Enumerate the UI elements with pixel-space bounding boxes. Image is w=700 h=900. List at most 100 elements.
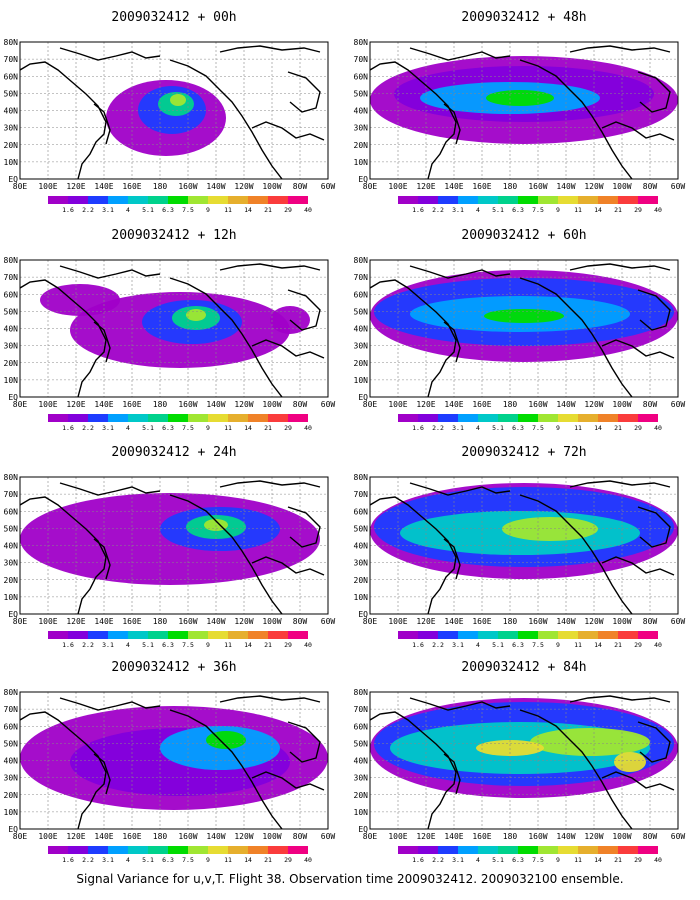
lat-label: EQ — [358, 393, 368, 402]
variance-field — [370, 56, 678, 144]
colorbar-swatch — [538, 196, 558, 204]
contour-region — [484, 309, 564, 323]
coastline — [443, 538, 461, 580]
coastlines — [20, 480, 325, 614]
colorbar-swatch — [578, 196, 598, 204]
colorbar-swatch — [618, 631, 638, 639]
colorbar-swatch — [88, 414, 108, 422]
lat-label: 60N — [354, 290, 369, 299]
colorbar-swatch — [418, 846, 438, 854]
colorbar-swatch — [248, 196, 268, 204]
colorbar-label: 9 — [206, 641, 210, 649]
lon-label: 120W — [234, 832, 253, 841]
colorbar-swatch — [148, 846, 168, 854]
colorbar-swatch — [248, 414, 268, 422]
lat-label: 40N — [4, 107, 19, 116]
colorbar-swatch — [558, 414, 578, 422]
coastline — [519, 59, 633, 179]
colorbar-swatch — [478, 846, 498, 854]
colorbar-swatch — [598, 196, 618, 204]
lon-label: 140E — [94, 182, 113, 191]
lon-label: 140E — [444, 182, 463, 191]
coastlines — [20, 263, 325, 397]
colorbar-label: 5.1 — [492, 641, 504, 649]
lat-label: 30N — [354, 774, 369, 783]
coastline — [93, 538, 111, 580]
lat-label: 20N — [4, 141, 19, 150]
colorbar-swatch — [88, 846, 108, 854]
colorbar-swatch — [558, 196, 578, 204]
lat-label: 80N — [4, 688, 19, 697]
lat-label: 50N — [4, 307, 19, 316]
coastline — [219, 263, 321, 271]
variance-field — [20, 493, 320, 585]
colorbar-swatch — [538, 631, 558, 639]
colorbar-swatch — [48, 414, 68, 422]
lat-label: 30N — [354, 559, 369, 568]
lon-label: 100W — [612, 617, 631, 626]
contour-region — [530, 728, 650, 756]
colorbar-label: 5.1 — [142, 424, 154, 432]
lat-label: 70N — [354, 705, 369, 714]
colorbar-swatch — [618, 846, 638, 854]
lon-label: 80W — [643, 182, 658, 191]
colorbar-label: 11 — [224, 424, 232, 432]
lon-label: 100E — [38, 617, 57, 626]
lon-label: 60W — [671, 617, 686, 626]
colorbar-label: 29 — [634, 856, 642, 864]
lon-label: 60W — [671, 182, 686, 191]
lat-label: 80N — [4, 38, 19, 47]
lon-label: 160W — [528, 400, 547, 409]
coastline — [287, 289, 321, 331]
colorbar-label: 29 — [634, 424, 642, 432]
coastline — [409, 47, 511, 61]
panel-title: 2009032412 + 24h — [111, 445, 236, 460]
coastline — [601, 771, 675, 791]
colorbar-label: 5.1 — [492, 206, 504, 214]
colorbar: 1.6 2.2 3.1 4 5.1 6.3 7.5 9 11 14 21 29 40 — [48, 196, 312, 214]
colorbar-swatch — [208, 846, 228, 854]
coastline — [370, 496, 457, 614]
lon-label: 80E — [13, 832, 28, 841]
colorbar-label: 6.3 — [512, 424, 524, 432]
colorbar-label: 1.6 — [412, 424, 424, 432]
coastline — [637, 71, 671, 113]
lat-label: 30N — [4, 124, 19, 133]
lon-label: 160E — [122, 832, 141, 841]
colorbar-swatch — [538, 414, 558, 422]
coastline — [219, 480, 321, 488]
colorbar-swatch — [268, 846, 288, 854]
colorbar-label: 2.2 — [432, 856, 444, 864]
colorbar-swatch — [188, 631, 208, 639]
colorbar-label: 40 — [304, 424, 312, 432]
coastline — [443, 103, 461, 145]
lon-label: 160W — [178, 182, 197, 191]
colorbar-swatch — [418, 196, 438, 204]
coastline — [169, 494, 283, 614]
lat-label: 40N — [4, 325, 19, 334]
coastline — [601, 556, 675, 576]
lon-label: 60W — [671, 400, 686, 409]
lat-label: EQ — [8, 175, 18, 184]
colorbar-label: 2.2 — [82, 641, 94, 649]
lat-label: 70N — [354, 55, 369, 64]
colorbar-label: 11 — [574, 424, 582, 432]
panel-title: 2009032412 + 48h — [461, 10, 586, 25]
coastline — [409, 697, 511, 711]
colorbar-swatch — [458, 631, 478, 639]
colorbar-label: 4 — [476, 641, 480, 649]
lon-label: 160E — [122, 617, 141, 626]
colorbar-label: 7.5 — [182, 206, 194, 214]
lat-label: 50N — [354, 307, 369, 316]
colorbar-label: 9 — [556, 206, 560, 214]
lat-label: 10N — [4, 376, 19, 385]
map-panel-p00: 2009032412 + 00h EQ 10N 20N 30N 40N 50N 60N 70N 8… — [4, 10, 336, 214]
colorbar-label: 6.3 — [162, 424, 174, 432]
coastline — [409, 265, 511, 279]
colorbar-label: 6.3 — [512, 206, 524, 214]
colorbar-label: 9 — [556, 856, 560, 864]
colorbar-label: 40 — [654, 424, 662, 432]
colorbar-swatch — [498, 414, 518, 422]
lat-label: 50N — [4, 89, 19, 98]
lon-label: 160W — [178, 832, 197, 841]
